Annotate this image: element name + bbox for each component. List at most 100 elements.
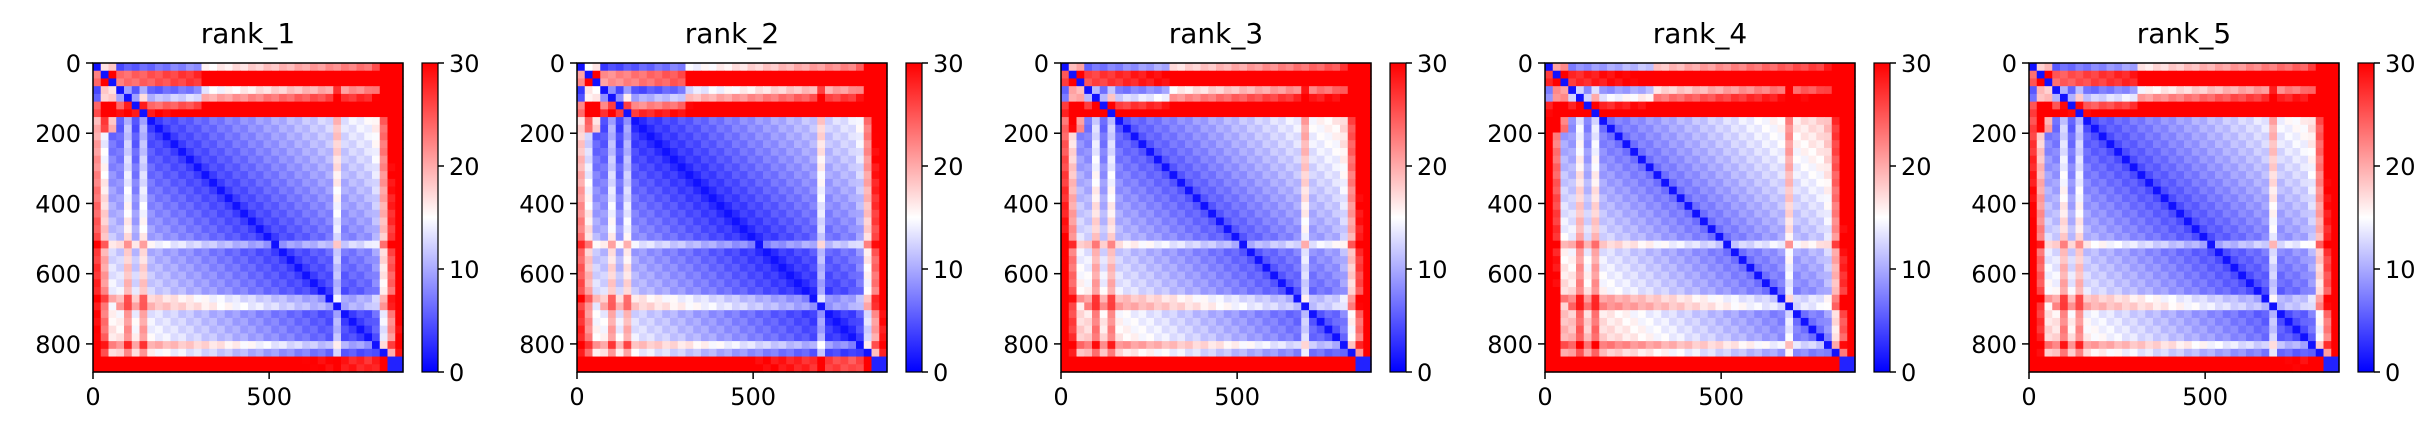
heatmap-cell xyxy=(1293,178,1302,188)
heatmap-cell xyxy=(162,302,172,311)
heatmap-cell xyxy=(1123,333,1132,342)
heatmap-cell xyxy=(170,109,179,118)
heatmap-cell xyxy=(1107,209,1116,219)
heatmap-cell xyxy=(162,287,172,296)
heatmap-cell xyxy=(1138,341,1147,350)
heatmap-cell xyxy=(1154,63,1163,72)
heatmap-cell xyxy=(131,147,141,157)
heatmap-cell xyxy=(1161,171,1171,180)
heatmap-cell xyxy=(1161,310,1171,319)
heatmap-cell xyxy=(1301,70,1310,80)
heatmap-cell xyxy=(255,109,265,118)
heatmap-cell xyxy=(817,256,826,265)
heatmap-cell xyxy=(1146,325,1155,334)
heatmap-cell xyxy=(1107,333,1116,342)
heatmap-cell xyxy=(1084,232,1093,242)
heatmap-cell xyxy=(232,317,241,327)
heatmap-cell xyxy=(1316,333,1326,342)
heatmap-cell xyxy=(209,93,218,103)
heatmap-cell xyxy=(1355,140,1364,149)
heatmap-cell xyxy=(379,70,389,80)
heatmap-cell xyxy=(1076,155,1085,165)
heatmap-cell xyxy=(131,124,141,134)
heatmap-cell xyxy=(1099,310,1109,319)
heatmap-cell xyxy=(333,356,342,365)
heatmap-cell xyxy=(1239,194,1248,203)
heatmap-cell xyxy=(1099,202,1109,211)
heatmap-cell xyxy=(639,256,648,265)
heatmap-cell xyxy=(1061,256,1070,265)
heatmap-cell xyxy=(732,279,741,288)
heatmap-cell xyxy=(1130,248,1140,257)
heatmap-cell xyxy=(1285,271,1295,280)
heatmap-cell xyxy=(832,271,842,280)
heatmap-cell xyxy=(379,240,389,249)
heatmap-cell xyxy=(1169,209,1178,219)
heatmap-cell xyxy=(577,240,586,249)
heatmap-cell xyxy=(325,209,334,219)
heatmap-cell xyxy=(302,248,311,257)
heatmap-cell xyxy=(1262,78,1271,87)
heatmap-cell xyxy=(147,202,156,211)
heatmap-cell xyxy=(1169,325,1178,334)
heatmap-cell xyxy=(100,325,110,334)
heatmap-cell xyxy=(294,124,303,134)
heatmap-cell xyxy=(147,294,156,304)
heatmap-cell xyxy=(1254,124,1264,134)
heatmap-cell xyxy=(763,171,772,180)
heatmap-cell xyxy=(372,302,381,311)
heatmap-cell xyxy=(708,302,718,311)
heatmap-cell xyxy=(1340,271,1349,280)
heatmap-cell xyxy=(310,109,319,118)
heatmap-cell xyxy=(1161,263,1171,273)
heatmap-cell xyxy=(1216,63,1225,72)
heatmap-cell xyxy=(162,279,172,288)
heatmap-cell xyxy=(162,356,172,365)
heatmap-cell xyxy=(1332,155,1341,165)
heatmap-cell xyxy=(1154,178,1163,188)
heatmap-cell xyxy=(1254,310,1264,319)
heatmap-cell xyxy=(747,70,756,80)
heatmap-cell xyxy=(1762,63,1771,72)
heatmap-cell xyxy=(302,217,311,226)
heatmap-cell xyxy=(170,317,179,327)
heatmap-cell xyxy=(209,317,218,327)
heatmap-cell xyxy=(395,78,404,87)
heatmap-cell xyxy=(1084,155,1093,165)
heatmap-cell xyxy=(1192,356,1202,365)
heatmap-cell xyxy=(1107,140,1116,149)
heatmap-cell xyxy=(701,341,710,350)
heatmap-cell xyxy=(1208,178,1217,188)
heatmap-cell xyxy=(801,186,811,195)
heatmap-cell xyxy=(685,248,694,257)
heatmap-cell xyxy=(670,109,679,118)
heatmap-cell xyxy=(600,279,609,288)
heatmap-cell xyxy=(379,225,389,234)
heatmap-cell xyxy=(786,70,795,80)
heatmap-cell xyxy=(147,155,156,165)
heatmap-cell xyxy=(93,263,102,273)
heatmap-cell xyxy=(577,202,586,211)
heatmap-cell xyxy=(708,263,718,273)
heatmap-cell xyxy=(1099,287,1109,296)
heatmap-cell xyxy=(600,256,609,265)
heatmap-cell xyxy=(124,225,133,234)
heatmap-cell xyxy=(217,109,226,118)
heatmap-cell xyxy=(1301,163,1310,172)
heatmap-cell xyxy=(1185,178,1194,188)
heatmap-cell xyxy=(193,356,203,365)
heatmap-cell xyxy=(871,356,880,365)
heatmap-cell xyxy=(879,171,888,180)
heatmap-cell xyxy=(1177,63,1186,72)
heatmap-cell xyxy=(1332,163,1341,172)
heatmap-cell xyxy=(139,287,148,296)
heatmap-cell xyxy=(879,287,888,296)
heatmap-cell xyxy=(317,186,327,195)
heatmap-cell xyxy=(310,209,319,219)
heatmap-cell xyxy=(631,117,640,126)
heatmap-cell xyxy=(809,263,818,273)
heatmap-cell xyxy=(856,186,865,195)
heatmap-cell xyxy=(1355,101,1364,110)
heatmap-cell xyxy=(716,78,725,87)
